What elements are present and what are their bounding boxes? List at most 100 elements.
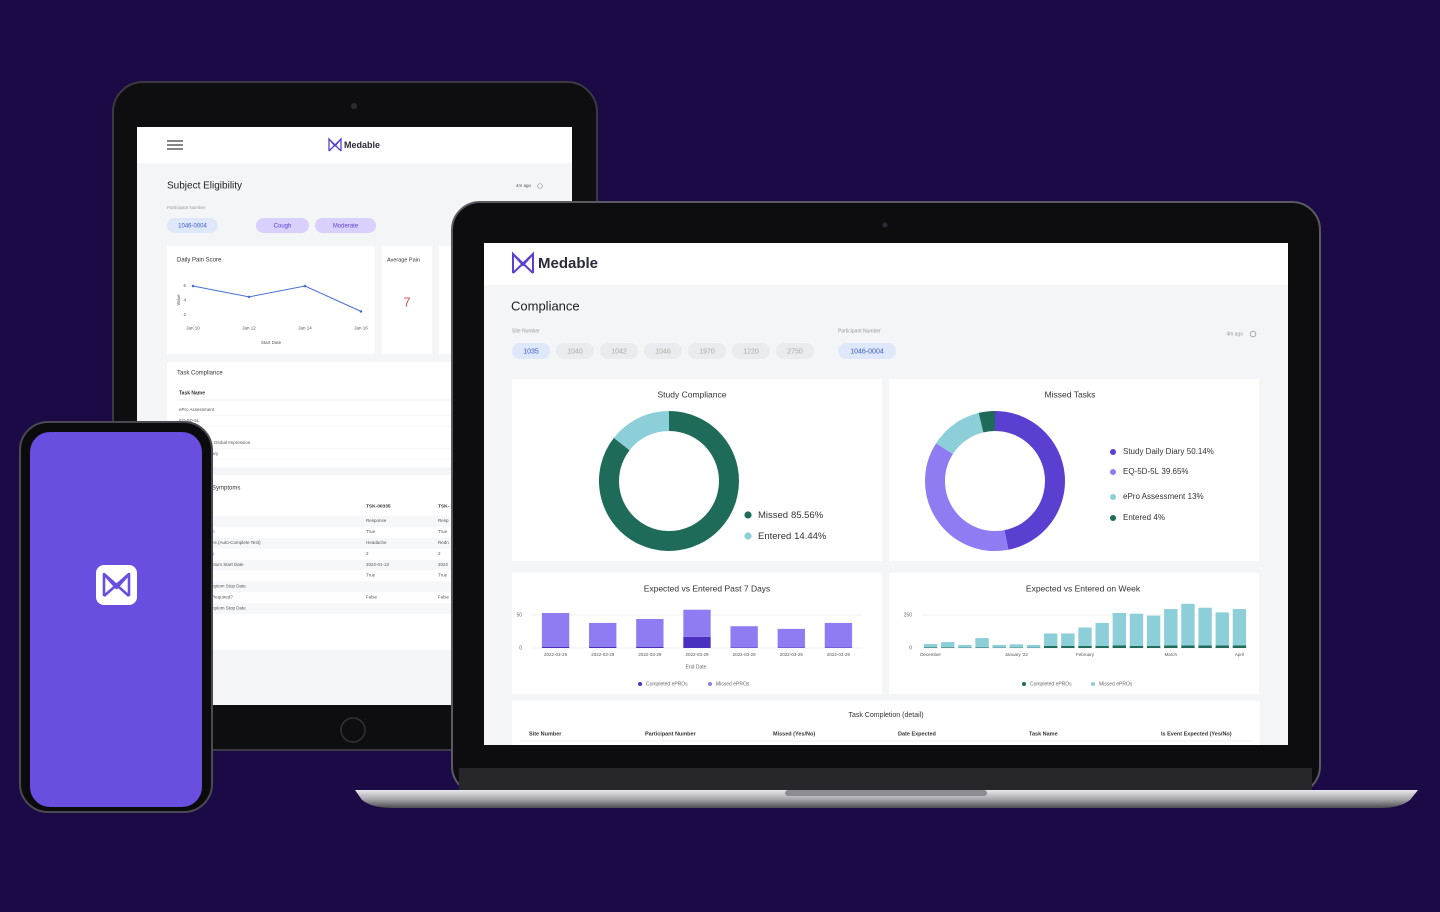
chip-label[interactable]: 2750 <box>787 348 803 355</box>
table-cell: n <box>212 529 215 534</box>
table-cell: Global Impression <box>214 440 251 445</box>
filter-chip[interactable] <box>838 343 896 359</box>
bar-segment <box>992 644 1006 648</box>
chip-label[interactable]: 1040 <box>567 348 583 355</box>
field-label: Site Number <box>512 328 540 334</box>
table-cell: Required? <box>212 594 233 599</box>
filter-chip[interactable] <box>776 343 814 359</box>
page-title: Subject Eligibility <box>167 181 242 192</box>
filter-chip[interactable] <box>732 343 770 359</box>
bar-segment <box>1061 633 1075 647</box>
table-cell: 2 <box>438 551 441 556</box>
chip-label[interactable]: Moderate <box>333 224 359 230</box>
filter-chip[interactable] <box>600 343 638 359</box>
table-cell: ary <box>212 451 219 456</box>
chip-label[interactable]: Cough <box>274 224 292 230</box>
table-cell: Redn <box>438 540 449 545</box>
column-header: TSK-00335 <box>366 503 391 509</box>
y-tick-label: 4 <box>183 298 186 303</box>
table-cell: EQ-5D-5L <box>179 418 200 423</box>
field-label: Participant Number <box>167 205 206 210</box>
bar-segment <box>1129 613 1144 647</box>
row-stripe <box>167 581 467 593</box>
table-cell: True <box>366 529 376 534</box>
y-tick-label: 2 <box>183 312 186 317</box>
donut-segment <box>925 443 1009 551</box>
refresh-icon[interactable] <box>537 183 543 189</box>
filter-chip[interactable] <box>256 218 309 233</box>
row-stripe <box>167 516 467 527</box>
chip-label[interactable]: 1220 <box>743 348 759 355</box>
chip-label[interactable]: 1035 <box>523 348 539 355</box>
legend-swatch <box>638 682 642 686</box>
column-header: Missed (Yes/No) <box>773 731 815 737</box>
table-title: Task Completion (detail) <box>848 712 923 719</box>
bar-segment <box>683 636 711 648</box>
logo-icon <box>328 137 342 152</box>
y-axis-title: Value <box>176 294 181 306</box>
bar-segment <box>777 628 805 648</box>
y-tick-label: 0 <box>909 645 912 651</box>
bar-segment <box>1181 645 1195 648</box>
x-tick-label: Jan 12 <box>242 325 256 330</box>
x-tick-label: 2022-03-29 <box>544 652 568 657</box>
legend-label: Study Daily Diary <box>1123 447 1184 456</box>
card <box>167 362 467 467</box>
row-stripe <box>167 603 467 615</box>
bar-segment <box>636 618 664 647</box>
table-cell: 2022 <box>438 562 449 567</box>
column-header: Task Name <box>179 390 205 396</box>
filter-chip[interactable] <box>688 343 726 359</box>
menu-icon[interactable] <box>167 140 183 150</box>
card <box>167 246 375 354</box>
laptop-camera <box>882 222 888 228</box>
x-tick-label: 2022-03-29 <box>780 652 804 657</box>
donut-segment <box>613 411 670 451</box>
filter-chip[interactable] <box>556 343 594 359</box>
refresh-icon[interactable] <box>1249 330 1257 338</box>
bar-segment <box>923 647 938 648</box>
table-cell: Resp <box>438 518 449 523</box>
legend-entry: ePro Assessment 13% <box>1123 492 1204 501</box>
chip-label[interactable]: 1042 <box>611 348 627 355</box>
chip-label[interactable]: 1046 <box>655 348 671 355</box>
bar-segment <box>1146 646 1161 648</box>
row-stripe <box>167 559 467 571</box>
laptop-screen: Medable Compliance Site Number Participa… <box>484 243 1288 745</box>
tablet-camera <box>351 103 357 109</box>
x-tick-label: 2022-03-29 <box>685 652 709 657</box>
phone <box>19 421 213 813</box>
bar-segment <box>1215 612 1229 646</box>
filter-chip[interactable] <box>644 343 682 359</box>
x-tick-label: January '22 <box>1005 652 1029 657</box>
value-label: 4% <box>1153 513 1165 522</box>
updated: 4m ago <box>1226 331 1243 337</box>
value-label: 14.44% <box>794 531 827 542</box>
table-cell: nptom Stop Date <box>212 605 246 610</box>
tablet-home-button <box>340 717 366 743</box>
x-tick-label: Jan 10 <box>186 325 200 330</box>
laptop: Medable Compliance Site Number Participa… <box>355 201 1418 808</box>
x-tick-label: Jan 14 <box>298 325 312 330</box>
data-point <box>191 284 195 288</box>
bar-segment <box>589 622 617 647</box>
laptop-hinge <box>459 768 1312 790</box>
legend-label: Entered <box>1123 513 1151 522</box>
table-cell: y <box>212 551 215 556</box>
bar-segment <box>941 642 955 648</box>
bar-segment <box>1095 646 1109 648</box>
laptop-base <box>355 790 1418 808</box>
chip-label[interactable]: 1970 <box>699 348 715 355</box>
legend-swatch <box>708 682 712 686</box>
x-axis-title: End Date <box>686 664 707 670</box>
chip-label[interactable]: 1046-0004 <box>178 224 207 230</box>
chip-label[interactable]: 1046-0004 <box>850 348 884 355</box>
donut-segment <box>994 411 1065 550</box>
column-header: Site Number <box>529 731 562 737</box>
legend-label: Entered <box>758 531 791 542</box>
filter-chip[interactable] <box>512 343 550 359</box>
filter-chip[interactable] <box>167 218 218 233</box>
legend-entry: Missed ePROs <box>1099 681 1133 687</box>
filter-chip[interactable] <box>315 218 376 233</box>
donut-segment <box>936 412 984 455</box>
